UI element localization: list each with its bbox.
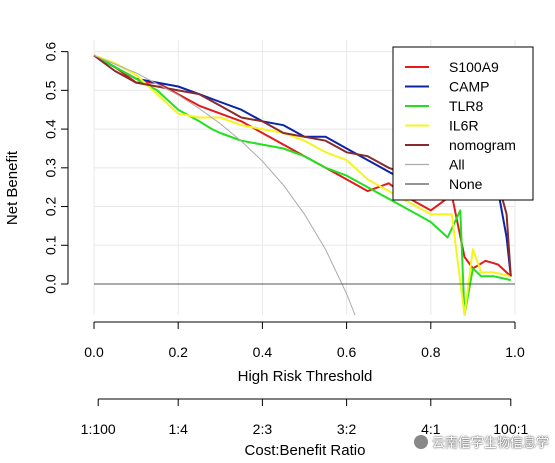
series-line-all — [93, 55, 356, 316]
ratio-axis-label: Cost:Benefit Ratio — [245, 442, 366, 459]
cost-benefit-axis: 1:100 1:4 2:3 3:2 4:1 100:1 — [81, 398, 529, 437]
legend-label: IL6R — [449, 118, 479, 134]
y-tick-label: 0.5 — [43, 80, 59, 100]
y-tick-label: 0.0 — [43, 274, 59, 294]
ratio-tick-label: 2:3 — [253, 421, 273, 437]
x-tick-label: 0.6 — [337, 344, 357, 360]
wechat-icon — [413, 434, 428, 449]
series-line-il6r — [93, 54, 512, 316]
y-axis: 0.0 0.1 0.2 0.3 0.4 0.5 0.6 — [43, 42, 69, 294]
ratio-tick-label: 4:1 — [421, 421, 441, 437]
x-tick-label: 0.4 — [253, 344, 273, 360]
y-tick-label: 0.6 — [43, 42, 59, 62]
watermark-text: 云南信字生物信息学 — [431, 436, 549, 451]
ratio-tick-label: 1:100 — [81, 421, 116, 437]
legend-label: All — [449, 157, 465, 173]
ratio-tick-label: 100:1 — [493, 421, 528, 437]
x-axis: 0.0 0.2 0.4 0.6 0.8 1.0 — [84, 321, 525, 360]
legend-box — [392, 46, 534, 201]
x-axis-label: High Risk Threshold — [238, 368, 373, 385]
legend-label: nomogram — [449, 137, 516, 153]
series-lines — [93, 54, 515, 316]
x-tick-label: 0.8 — [421, 344, 441, 360]
legend: S100A9 CAMP TLR8 IL6R nomogram All None — [392, 46, 534, 201]
legend-label: TLR8 — [449, 98, 483, 114]
watermark: 云南信字生物信息学 — [413, 432, 549, 451]
x-tick-label: 0.2 — [168, 344, 188, 360]
y-tick-label: 0.2 — [43, 197, 59, 217]
y-axis-label: Net Benefit — [4, 150, 21, 225]
legend-label: None — [449, 176, 483, 192]
y-tick-label: 0.4 — [43, 119, 59, 139]
ratio-tick-label: 1:4 — [168, 421, 188, 437]
x-tick-label: 0.0 — [84, 344, 104, 360]
ratio-tick-label: 3:2 — [337, 421, 357, 437]
y-tick-label: 0.1 — [43, 235, 59, 255]
legend-label: S100A9 — [449, 59, 499, 75]
legend-label: CAMP — [449, 79, 489, 95]
y-tick-label: 0.3 — [43, 158, 59, 178]
x-tick-label: 1.0 — [505, 344, 525, 360]
